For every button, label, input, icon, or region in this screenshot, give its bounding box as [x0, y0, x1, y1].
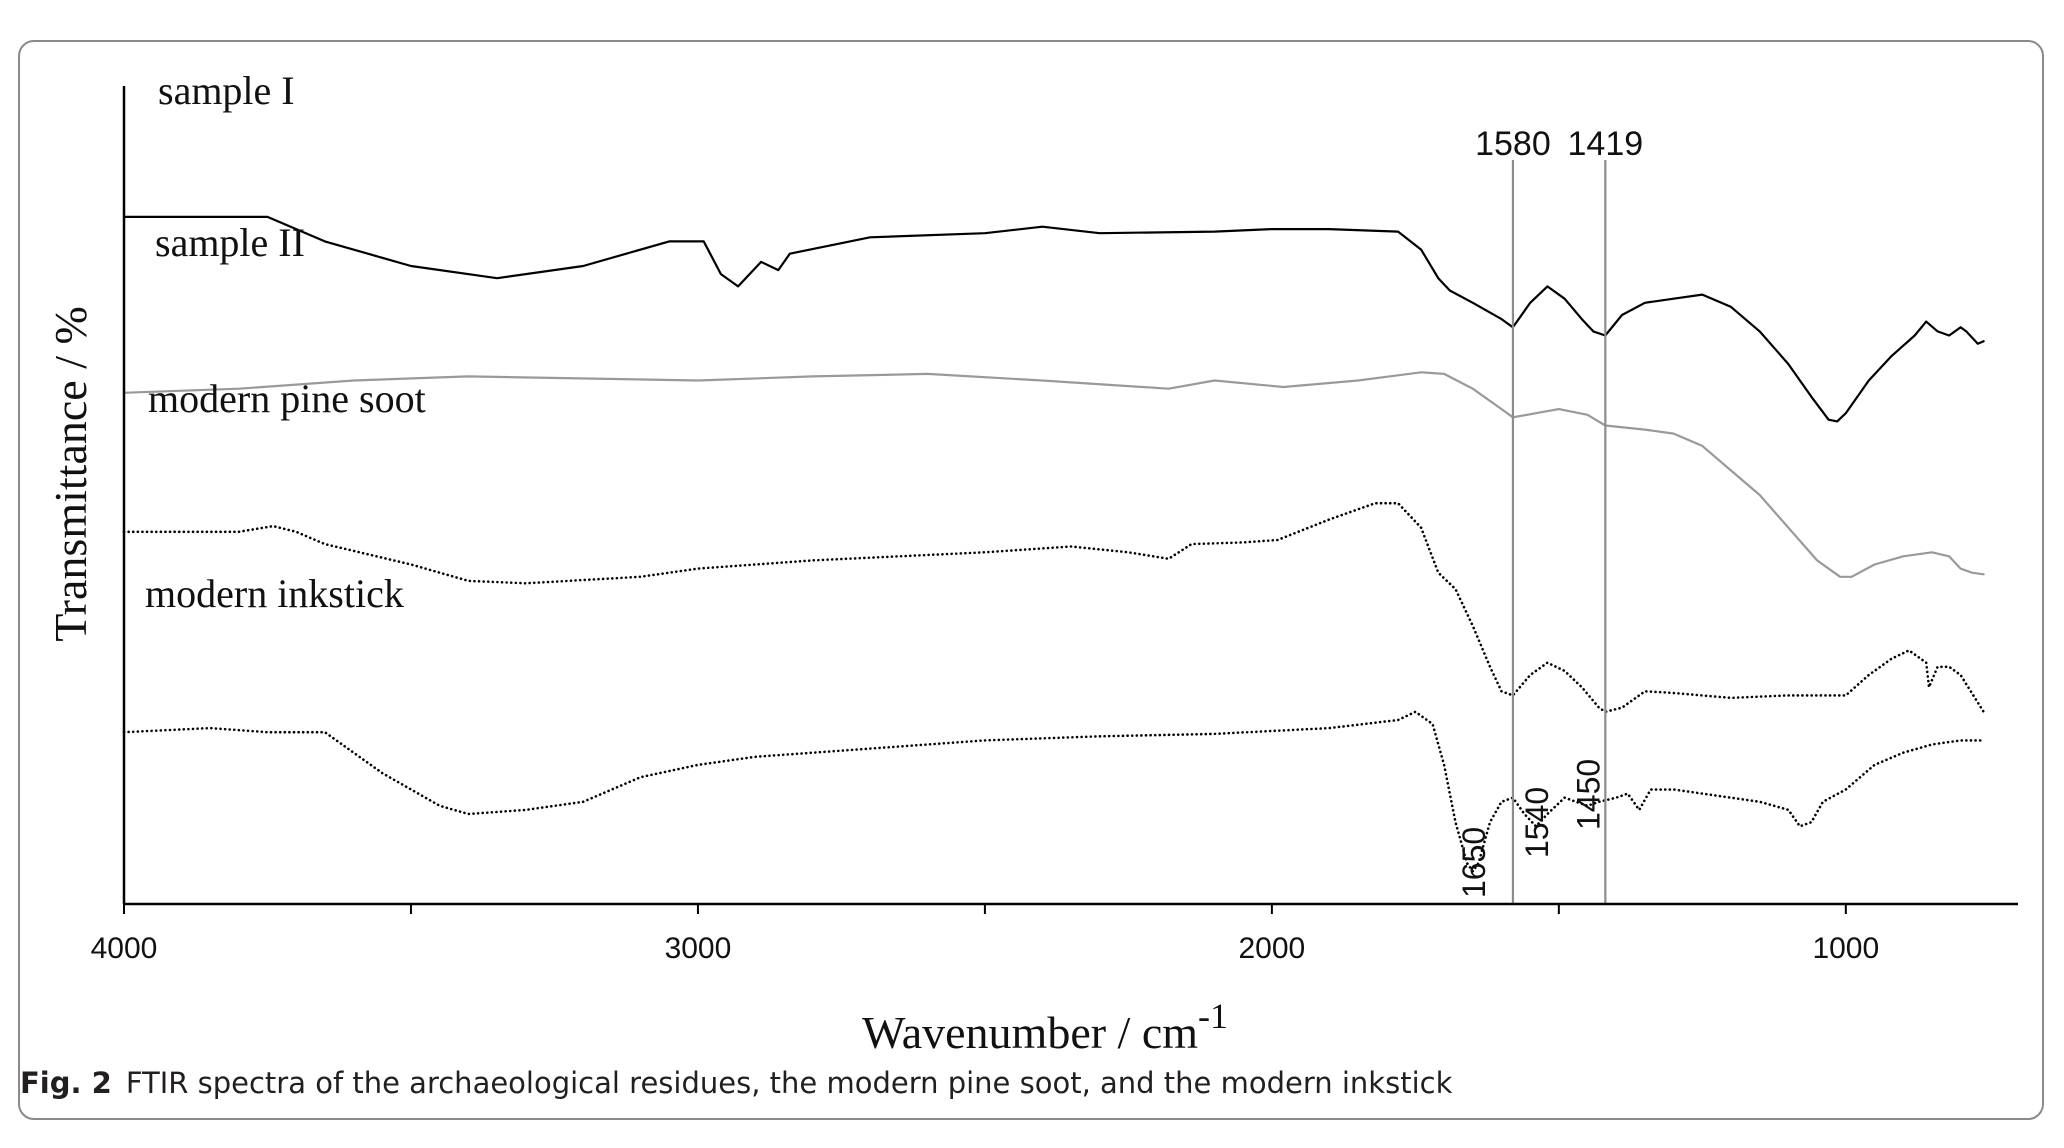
- x-axis-ticks: 4000 3000 2000 1000: [91, 904, 1879, 965]
- series-label-sample-ii: sample II: [155, 220, 305, 265]
- series-labels: sample I sample II modern pine soot modern …: [145, 68, 426, 616]
- x-tick-label-4000: 4000: [91, 932, 158, 965]
- peak-label-1450: 1450: [1571, 759, 1607, 830]
- x-axis-title: Wavenumber / cm-1: [862, 996, 1228, 1058]
- reference-label-1580: 1580: [1475, 125, 1551, 163]
- series-line-sample-i: [122, 215, 1985, 423]
- reference-label-1419: 1419: [1568, 125, 1644, 163]
- reference-lines: [1511, 160, 1607, 904]
- caption-text: FTIR spectra of the archaeological resid…: [125, 1066, 1453, 1100]
- peak-annotations: 1580 1419 1650 1540 1450: [1456, 125, 1643, 898]
- peak-label-1540: 1540: [1519, 787, 1555, 858]
- figure-label: Fig. 2: [20, 1066, 112, 1100]
- x-axis-title-main: Wavenumber / cm: [862, 1007, 1198, 1058]
- figure-frame: [18, 40, 2044, 1120]
- x-tick-label-3000: 3000: [665, 932, 732, 965]
- figure-caption: Fig. 2 FTIR spectra of the archaeological…: [20, 1066, 1452, 1100]
- series-label-modern-pine-soot: modern pine soot: [148, 376, 426, 421]
- series-label-modern-inkstick: modern inkstick: [145, 571, 404, 616]
- x-axis-title-superscript: -1: [1198, 996, 1228, 1036]
- series-label-sample-i: sample I: [158, 68, 295, 113]
- x-tick-label-1000: 1000: [1812, 932, 1879, 965]
- y-axis-title: Transmittance / %: [45, 306, 96, 642]
- series-line-modern-pine-soot: [122, 501, 1985, 714]
- x-tick-label-2000: 2000: [1239, 932, 1306, 965]
- series-line-modern-inkstick: [122, 710, 1985, 873]
- peak-label-1650: 1650: [1456, 827, 1492, 898]
- series-line-sample-ii: [122, 371, 1985, 578]
- series-layer: [122, 215, 1985, 873]
